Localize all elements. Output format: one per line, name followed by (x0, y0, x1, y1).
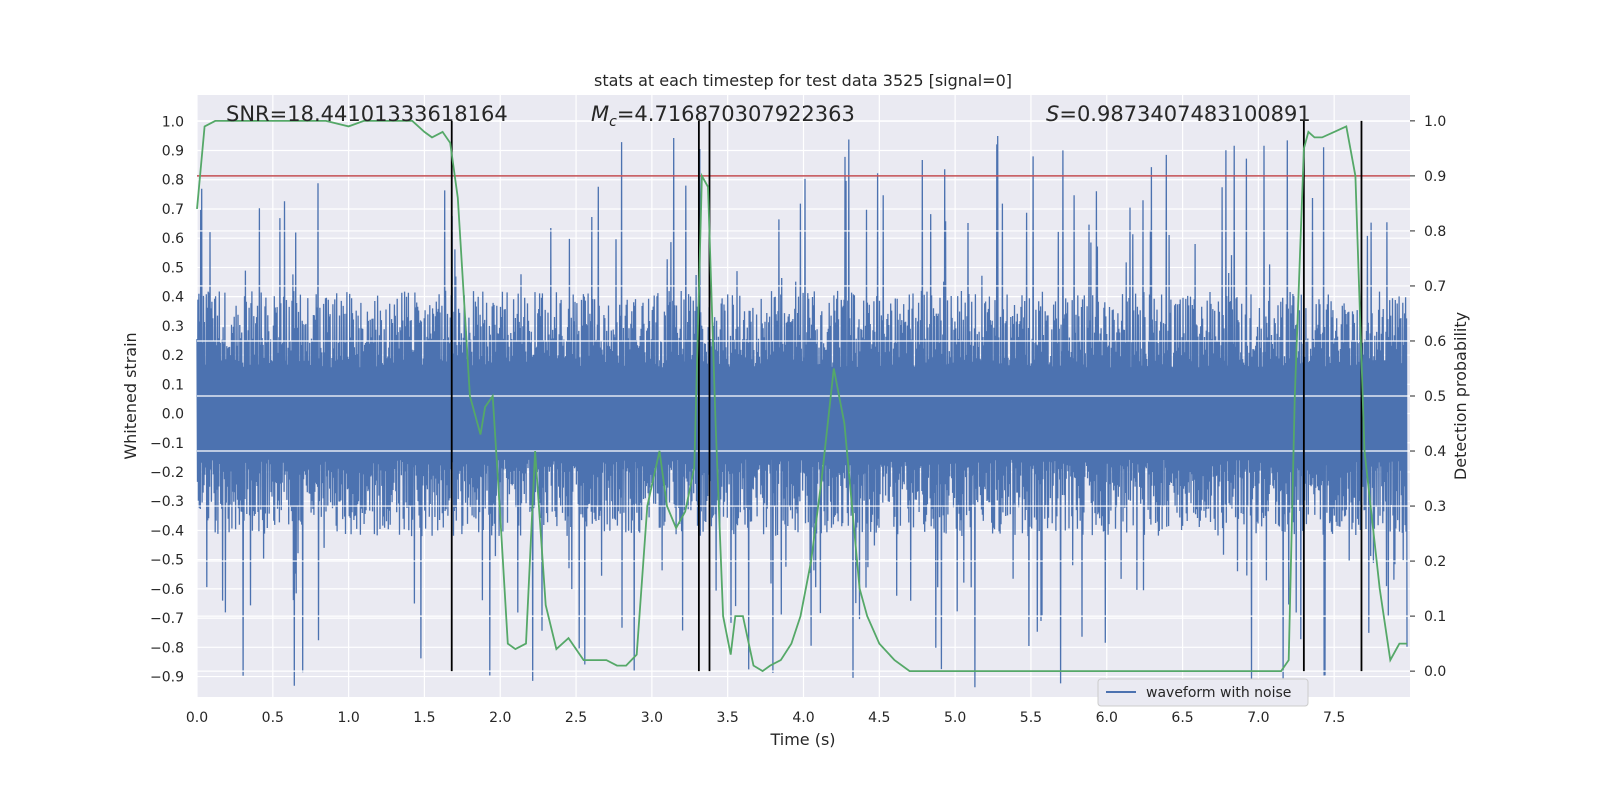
strain-series (196, 135, 1408, 688)
y-left-tick-label: 0.3 (162, 319, 184, 335)
x-tick-label: 4.5 (868, 710, 890, 726)
x-axis-label: Time (s) (769, 730, 835, 749)
y-left-tick-label: −0.2 (150, 465, 184, 481)
y-right-tick-label: 0.5 (1424, 389, 1446, 405)
y-left-tick-label: 1.0 (162, 114, 184, 130)
x-tick-label: 2.0 (489, 710, 511, 726)
y-left-tick-labels: −0.9 −0.8 −0.7 −0.6 −0.5 −0.4 −0.3 −0.2 −0.1 0.0 0… (150, 114, 184, 685)
x-tick-label: 2.5 (565, 710, 587, 726)
x-tick-label: 3.0 (641, 710, 663, 726)
y-left-tick-label: 0.0 (162, 407, 184, 423)
y-right-tick-label: 0.9 (1424, 169, 1446, 185)
y-left-tick-label: 0.2 (162, 348, 184, 364)
x-tick-label: 3.5 (717, 710, 739, 726)
x-tick-label: 5.5 (1020, 710, 1042, 726)
chirp-mass-annotation: Mc=4.716870307922363 (591, 102, 855, 130)
x-tick-label: 6.0 (1096, 710, 1118, 726)
x-tick-label: 0.5 (262, 710, 284, 726)
chart-title: stats at each timestep for test data 352… (594, 71, 1012, 90)
x-tick-label: 5.0 (944, 710, 966, 726)
y-right-tick-label: 0.8 (1424, 224, 1446, 240)
y-right-tick-label: 0.4 (1424, 444, 1446, 460)
x-tick-label: 7.0 (1247, 710, 1269, 726)
y-left-tick-label: −0.5 (150, 553, 184, 569)
x-tick-label: 0.0 (186, 710, 208, 726)
y-left-tick-label: 0.5 (162, 260, 184, 276)
y-left-tick-label: 0.1 (162, 377, 184, 393)
y-left-tick-label: −0.8 (150, 640, 184, 656)
y-right-tick-labels: 0.0 0.1 0.2 0.3 0.4 0.5 0.6 0.7 0.8 0.9 1.0 (1410, 114, 1446, 680)
x-tick-label: 1.5 (413, 710, 435, 726)
y-left-tick-label: −0.1 (150, 436, 184, 452)
y-left-tick-label: 0.7 (162, 202, 184, 218)
y-right-tick-label: 0.7 (1424, 279, 1446, 295)
y-right-tick-label: 1.0 (1424, 114, 1446, 130)
y-left-tick-label: −0.7 (150, 611, 184, 627)
snr-annotation: SNR=18.44101333618164 (226, 102, 508, 126)
y-right-tick-label: 0.3 (1424, 499, 1446, 515)
probability-series (196, 120, 1407, 673)
x-tick-label: 6.5 (1171, 710, 1193, 726)
y-axis-label-left: Whitened strain (121, 332, 140, 459)
y-right-tick-label: 0.2 (1424, 554, 1446, 570)
x-tick-label: 7.5 (1323, 710, 1345, 726)
y-right-tick-label: 0.6 (1424, 334, 1446, 350)
legend: waveform with noise (1097, 678, 1309, 707)
x-tick-label: 4.0 (792, 710, 814, 726)
y-right-tick-label: 0.0 (1424, 664, 1446, 680)
legend-box (1097, 678, 1309, 707)
y-left-tick-label: 0.4 (162, 290, 184, 306)
y-left-tick-label: 0.9 (162, 144, 184, 160)
y-left-tick-label: −0.6 (150, 582, 184, 598)
y-left-tick-label: −0.4 (150, 523, 184, 539)
strain-line (196, 135, 1408, 688)
y-axis-label-right: Detection probability (1451, 312, 1470, 480)
x-tick-labels: 0.0 0.5 1.0 1.5 2.0 2.5 3.0 3.5 4.0 4.5 5.0 5.5 6.0 6… (186, 710, 1345, 726)
score-annotation: S=0.9873407483100891 (1046, 102, 1311, 126)
y-left-tick-label: −0.9 (150, 670, 184, 686)
y-left-tick-label: −0.3 (150, 494, 184, 510)
y-right-tick-label: 0.1 (1424, 609, 1446, 625)
y-left-tick-label: 0.6 (162, 231, 184, 247)
y-left-tick-label: 0.8 (162, 173, 184, 189)
probability-line (196, 120, 1407, 673)
x-tick-label: 1.0 (337, 710, 359, 726)
legend-label: waveform with noise (1146, 685, 1291, 701)
